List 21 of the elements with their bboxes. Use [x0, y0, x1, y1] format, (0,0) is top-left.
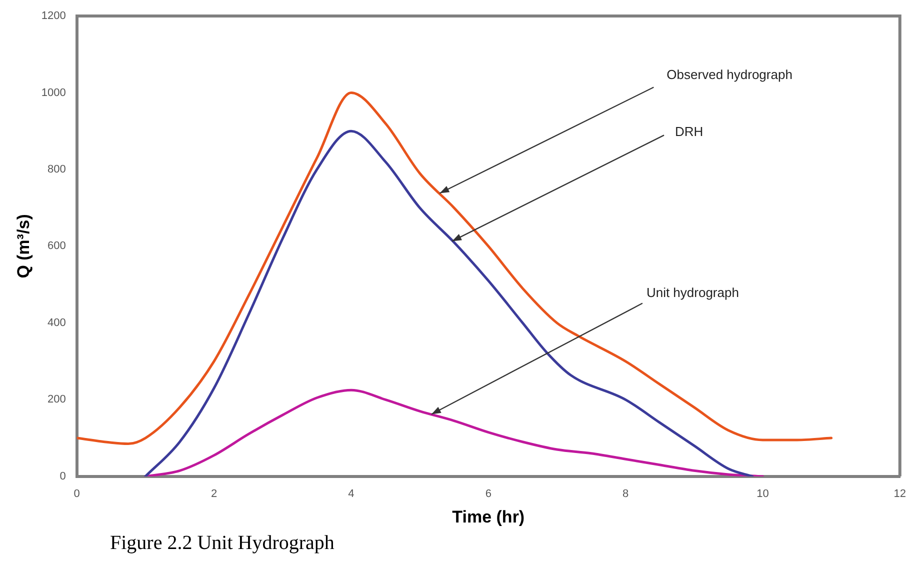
- annotation: DRH: [675, 124, 704, 139]
- y-tick-label: 400: [48, 316, 66, 329]
- annotation: Observed hydrograph: [666, 66, 792, 82]
- x-tick-label: 12: [894, 488, 906, 500]
- line-series: [76, 91, 833, 446]
- y-tick-label: 200: [48, 394, 66, 406]
- y-axis-title: Q (m³/s): [14, 214, 33, 278]
- x-tick-label: 2: [210, 488, 218, 500]
- y-tick-label: 600: [48, 240, 66, 252]
- y-tick-label: 0: [60, 470, 66, 482]
- y-tick-label: 1200: [41, 10, 66, 22]
- x-tick-label: 4: [348, 488, 354, 500]
- x-tick-label: 8: [622, 488, 629, 500]
- x-tick-label: 10: [756, 488, 769, 500]
- x-axis-title: Time (hr): [452, 507, 525, 526]
- x-tick-label: 0: [74, 488, 80, 500]
- y-tick-label: 1000: [41, 86, 66, 99]
- x-tick-label: 6: [485, 488, 492, 500]
- caption: Figure 2.2 Unit Hydrograph: [110, 532, 334, 555]
- annotation: Unit hydrograph: [646, 284, 739, 300]
- y-tick-label: 800: [48, 164, 66, 176]
